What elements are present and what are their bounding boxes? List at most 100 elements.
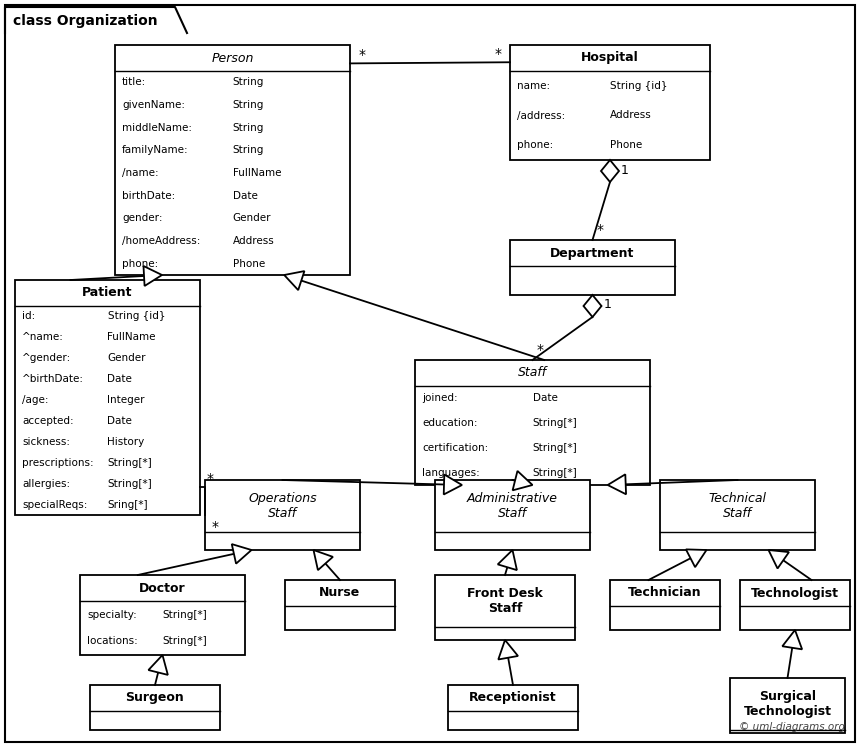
Text: locations:: locations: bbox=[87, 636, 138, 646]
Text: String[*]: String[*] bbox=[532, 468, 577, 477]
Text: String[*]: String[*] bbox=[108, 458, 152, 468]
Text: specialReqs:: specialReqs: bbox=[22, 500, 88, 509]
Text: ^birthDate:: ^birthDate: bbox=[22, 374, 84, 384]
Text: class Organization: class Organization bbox=[13, 14, 157, 28]
Text: String[*]: String[*] bbox=[163, 636, 207, 646]
Text: Person: Person bbox=[212, 52, 254, 64]
Text: familyName:: familyName: bbox=[122, 146, 188, 155]
Text: Staff: Staff bbox=[518, 367, 547, 379]
Text: Surgeon: Surgeon bbox=[126, 692, 184, 704]
Text: languages:: languages: bbox=[422, 468, 480, 477]
Text: 1: 1 bbox=[621, 164, 629, 176]
Polygon shape bbox=[444, 474, 462, 495]
Text: Phone: Phone bbox=[610, 140, 642, 150]
Text: Date: Date bbox=[108, 416, 132, 426]
Text: Phone: Phone bbox=[232, 258, 265, 269]
Text: ^name:: ^name: bbox=[22, 332, 64, 342]
Bar bbox=[80, 575, 245, 655]
Text: Gender: Gender bbox=[232, 214, 271, 223]
Text: Front Desk
Staff: Front Desk Staff bbox=[467, 587, 543, 615]
Text: certification:: certification: bbox=[422, 443, 488, 453]
Text: Gender: Gender bbox=[108, 353, 146, 363]
Text: 1: 1 bbox=[604, 299, 611, 311]
Polygon shape bbox=[149, 655, 168, 675]
Bar bbox=[740, 580, 850, 630]
Polygon shape bbox=[232, 544, 251, 564]
Text: Surgical
Technologist: Surgical Technologist bbox=[744, 690, 832, 718]
Polygon shape bbox=[783, 630, 802, 649]
Text: String[*]: String[*] bbox=[163, 610, 207, 619]
Text: phone:: phone: bbox=[517, 140, 553, 150]
Text: /age:: /age: bbox=[22, 395, 48, 405]
Text: Patient: Patient bbox=[83, 287, 132, 300]
Text: Sring[*]: Sring[*] bbox=[108, 500, 148, 509]
Bar bbox=[15, 280, 200, 515]
Text: Date: Date bbox=[532, 394, 557, 403]
Text: Technical
Staff: Technical Staff bbox=[709, 492, 766, 520]
Polygon shape bbox=[513, 471, 532, 490]
Bar bbox=[205, 480, 360, 550]
Text: Nurse: Nurse bbox=[319, 586, 360, 600]
Polygon shape bbox=[498, 640, 518, 660]
Text: prescriptions:: prescriptions: bbox=[22, 458, 94, 468]
Bar bbox=[660, 480, 815, 550]
Bar bbox=[510, 240, 675, 295]
Text: FullName: FullName bbox=[232, 168, 281, 178]
Polygon shape bbox=[144, 266, 162, 286]
Text: History: History bbox=[108, 437, 144, 447]
Text: Address: Address bbox=[232, 236, 274, 246]
Text: Integer: Integer bbox=[108, 395, 145, 405]
Text: Operations
Staff: Operations Staff bbox=[249, 492, 316, 520]
Text: Date: Date bbox=[232, 190, 257, 201]
Text: String {id}: String {id} bbox=[610, 81, 667, 91]
Text: String[*]: String[*] bbox=[108, 479, 152, 489]
Bar bbox=[448, 685, 578, 730]
Text: title:: title: bbox=[122, 78, 146, 87]
Bar bbox=[90, 685, 220, 730]
Text: *: * bbox=[597, 223, 604, 237]
Text: Technologist: Technologist bbox=[751, 586, 839, 600]
Text: sickness:: sickness: bbox=[22, 437, 70, 447]
Text: birthDate:: birthDate: bbox=[122, 190, 175, 201]
Polygon shape bbox=[608, 474, 626, 495]
Text: *: * bbox=[494, 47, 501, 61]
Text: Date: Date bbox=[108, 374, 132, 384]
Text: String: String bbox=[232, 78, 264, 87]
Text: *: * bbox=[212, 520, 218, 534]
Text: givenName:: givenName: bbox=[122, 100, 185, 110]
Bar bbox=[610, 580, 720, 630]
Text: /address:: /address: bbox=[517, 111, 565, 120]
Text: Doctor: Doctor bbox=[139, 581, 186, 595]
Text: String[*]: String[*] bbox=[532, 443, 577, 453]
Bar bbox=[435, 480, 590, 550]
Polygon shape bbox=[314, 550, 333, 570]
Bar bbox=[435, 575, 575, 640]
Text: ^gender:: ^gender: bbox=[22, 353, 71, 363]
Text: String[*]: String[*] bbox=[532, 418, 577, 428]
Text: Address: Address bbox=[610, 111, 652, 120]
Bar bbox=[285, 580, 395, 630]
Text: Technician: Technician bbox=[628, 586, 702, 600]
Text: phone:: phone: bbox=[122, 258, 158, 269]
Text: allergies:: allergies: bbox=[22, 479, 71, 489]
Text: gender:: gender: bbox=[122, 214, 163, 223]
Bar bbox=[730, 678, 845, 733]
Text: String: String bbox=[232, 123, 264, 133]
Polygon shape bbox=[601, 160, 619, 182]
Text: education:: education: bbox=[422, 418, 477, 428]
Text: Department: Department bbox=[550, 247, 635, 259]
Text: id:: id: bbox=[22, 311, 35, 321]
Bar bbox=[415, 360, 650, 485]
Polygon shape bbox=[498, 550, 517, 570]
Text: FullName: FullName bbox=[108, 332, 156, 342]
Polygon shape bbox=[583, 295, 601, 317]
Text: String: String bbox=[232, 146, 264, 155]
Text: *: * bbox=[537, 343, 544, 357]
Text: Hospital: Hospital bbox=[581, 52, 639, 64]
Text: /homeAddress:: /homeAddress: bbox=[122, 236, 200, 246]
Text: specialty:: specialty: bbox=[87, 610, 137, 619]
Text: name:: name: bbox=[517, 81, 550, 91]
Text: *: * bbox=[206, 472, 213, 486]
Text: String: String bbox=[232, 100, 264, 110]
Bar bbox=[115, 45, 350, 275]
